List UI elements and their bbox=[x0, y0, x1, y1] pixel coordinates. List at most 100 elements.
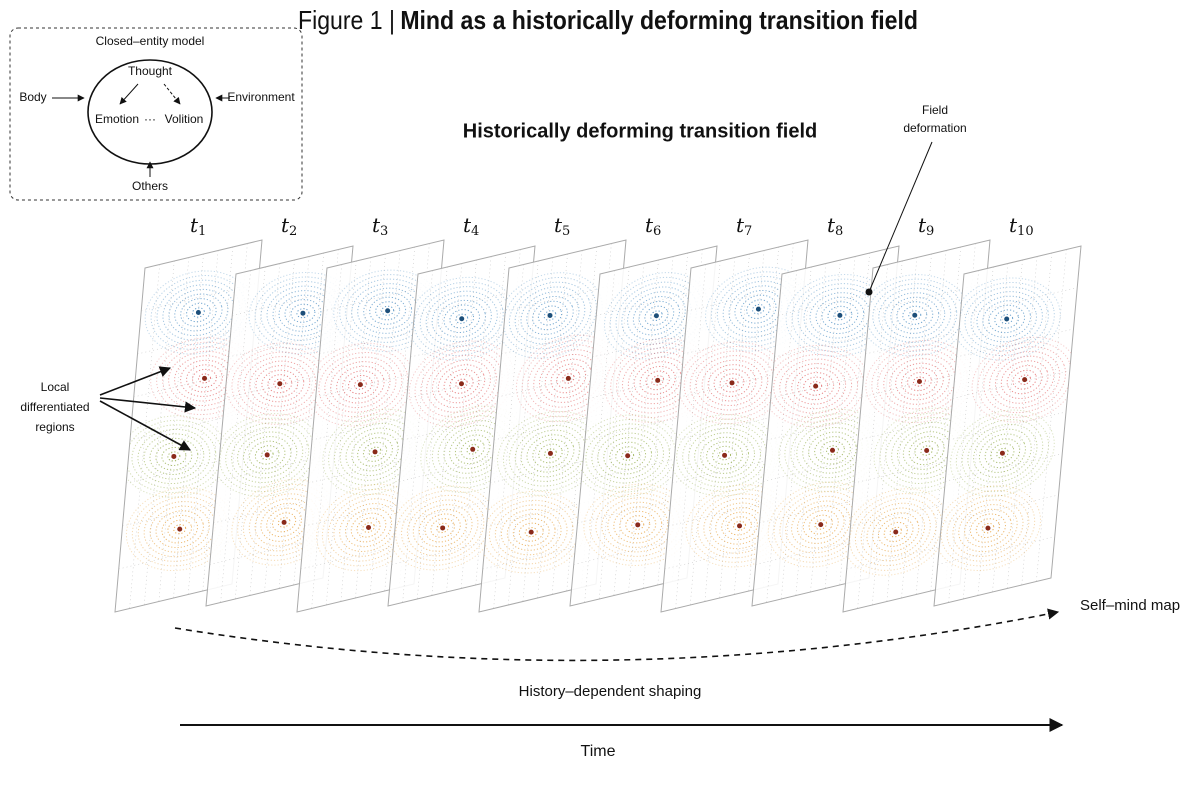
flow-ring bbox=[815, 296, 865, 335]
arrow bbox=[119, 83, 139, 105]
flow-ring bbox=[412, 504, 473, 552]
flow-ring bbox=[494, 504, 568, 560]
flow-ring bbox=[591, 428, 664, 484]
attractor bbox=[635, 522, 641, 528]
flow-ring bbox=[243, 356, 317, 412]
flow-ring bbox=[526, 434, 575, 473]
flow-ring bbox=[989, 350, 1061, 409]
mesh-line bbox=[158, 257, 190, 602]
mesh-line bbox=[930, 246, 961, 592]
flow-ring bbox=[296, 308, 310, 319]
flow-ring bbox=[889, 358, 950, 405]
time-label: t3 bbox=[372, 213, 388, 239]
flow-ring bbox=[161, 514, 199, 544]
time-base: t bbox=[827, 213, 836, 237]
flow-ring bbox=[809, 381, 823, 392]
flow-ring bbox=[401, 494, 485, 562]
flow-ring bbox=[773, 354, 859, 419]
flow-ring bbox=[155, 510, 204, 549]
mesh-line bbox=[369, 250, 401, 595]
flow-ring bbox=[324, 356, 397, 413]
main-title: Historically deforming transition field bbox=[463, 120, 818, 142]
mesh-line bbox=[522, 257, 554, 602]
flow-ring bbox=[336, 365, 385, 404]
time-label: t1 bbox=[190, 213, 206, 239]
attractor bbox=[830, 447, 836, 453]
flow-ring bbox=[167, 451, 181, 462]
input-environment: Environment bbox=[227, 90, 295, 104]
flow-ring bbox=[143, 433, 205, 480]
flow-ring bbox=[718, 450, 732, 461]
time-base: t bbox=[372, 213, 381, 237]
mesh-line bbox=[748, 246, 779, 592]
node-thought: Thought bbox=[128, 64, 173, 78]
flow-ring bbox=[255, 365, 305, 403]
panel bbox=[933, 245, 1082, 607]
mesh-line bbox=[948, 411, 1067, 441]
mesh-line bbox=[129, 264, 160, 609]
time-label: t8 bbox=[827, 213, 843, 239]
flow-ring bbox=[273, 378, 287, 389]
flow-ring bbox=[424, 513, 461, 543]
flow-ring bbox=[872, 283, 958, 348]
time-index: 9 bbox=[926, 224, 934, 239]
flow-ring bbox=[983, 346, 1067, 414]
flow-ring bbox=[645, 370, 670, 391]
flow-ring bbox=[512, 518, 550, 547]
flow-ring bbox=[913, 376, 926, 387]
flow-ring bbox=[934, 485, 1042, 571]
flow-ring bbox=[890, 296, 940, 334]
mesh-line bbox=[937, 536, 1055, 565]
time-label: t6 bbox=[645, 213, 661, 239]
flow-ring bbox=[1000, 360, 1049, 400]
flow-ring bbox=[191, 307, 205, 318]
flow-ring bbox=[267, 374, 293, 394]
flow-ring bbox=[820, 440, 845, 460]
flow-ring bbox=[695, 355, 769, 411]
flow-ring bbox=[613, 506, 663, 544]
attractor bbox=[177, 526, 183, 532]
flow-ring bbox=[814, 436, 851, 465]
flow-ring bbox=[344, 507, 393, 548]
flow-ring bbox=[621, 450, 635, 461]
flow-ring bbox=[430, 518, 455, 538]
panel-labels: t1 t2 t3 t4 t5 t6 t7 t8 t9 t10 bbox=[190, 213, 1034, 239]
mesh-line bbox=[952, 370, 1070, 399]
flow-ring bbox=[994, 309, 1020, 329]
time-base: t bbox=[736, 213, 745, 237]
flow-ring bbox=[625, 515, 651, 535]
attractor bbox=[655, 377, 661, 383]
flow-ring bbox=[977, 341, 1072, 418]
flow-ring bbox=[712, 445, 738, 465]
flow-ring bbox=[137, 428, 211, 485]
leader-dot bbox=[865, 288, 873, 296]
flow-ring bbox=[431, 295, 492, 343]
flow-ring bbox=[426, 354, 497, 413]
flow-ring bbox=[237, 431, 298, 479]
flow-ring bbox=[186, 364, 223, 393]
annotation: History–dependent shaping bbox=[519, 683, 702, 700]
flow-ring bbox=[350, 512, 387, 543]
flow-ring bbox=[908, 310, 922, 321]
flow-ring bbox=[694, 432, 756, 479]
annotation: Local bbox=[41, 380, 70, 394]
flow-ring bbox=[907, 371, 932, 392]
flow-ring bbox=[585, 423, 670, 489]
flow-ring bbox=[895, 362, 944, 401]
flow-ring bbox=[955, 414, 1050, 493]
attractor bbox=[277, 381, 283, 387]
panels bbox=[114, 239, 1082, 613]
flow-ring bbox=[342, 370, 379, 399]
flow-ring bbox=[952, 499, 1024, 557]
flow-ring bbox=[964, 286, 1049, 352]
flow-ring bbox=[454, 434, 491, 465]
flow-ring bbox=[518, 522, 544, 542]
flow-ring bbox=[988, 304, 1026, 334]
attractor bbox=[264, 452, 270, 458]
annotation: deformation bbox=[903, 121, 966, 135]
flow-ring bbox=[174, 293, 223, 332]
mesh-line bbox=[690, 260, 721, 606]
flow-ring bbox=[455, 378, 468, 390]
flow-ring bbox=[866, 507, 926, 557]
